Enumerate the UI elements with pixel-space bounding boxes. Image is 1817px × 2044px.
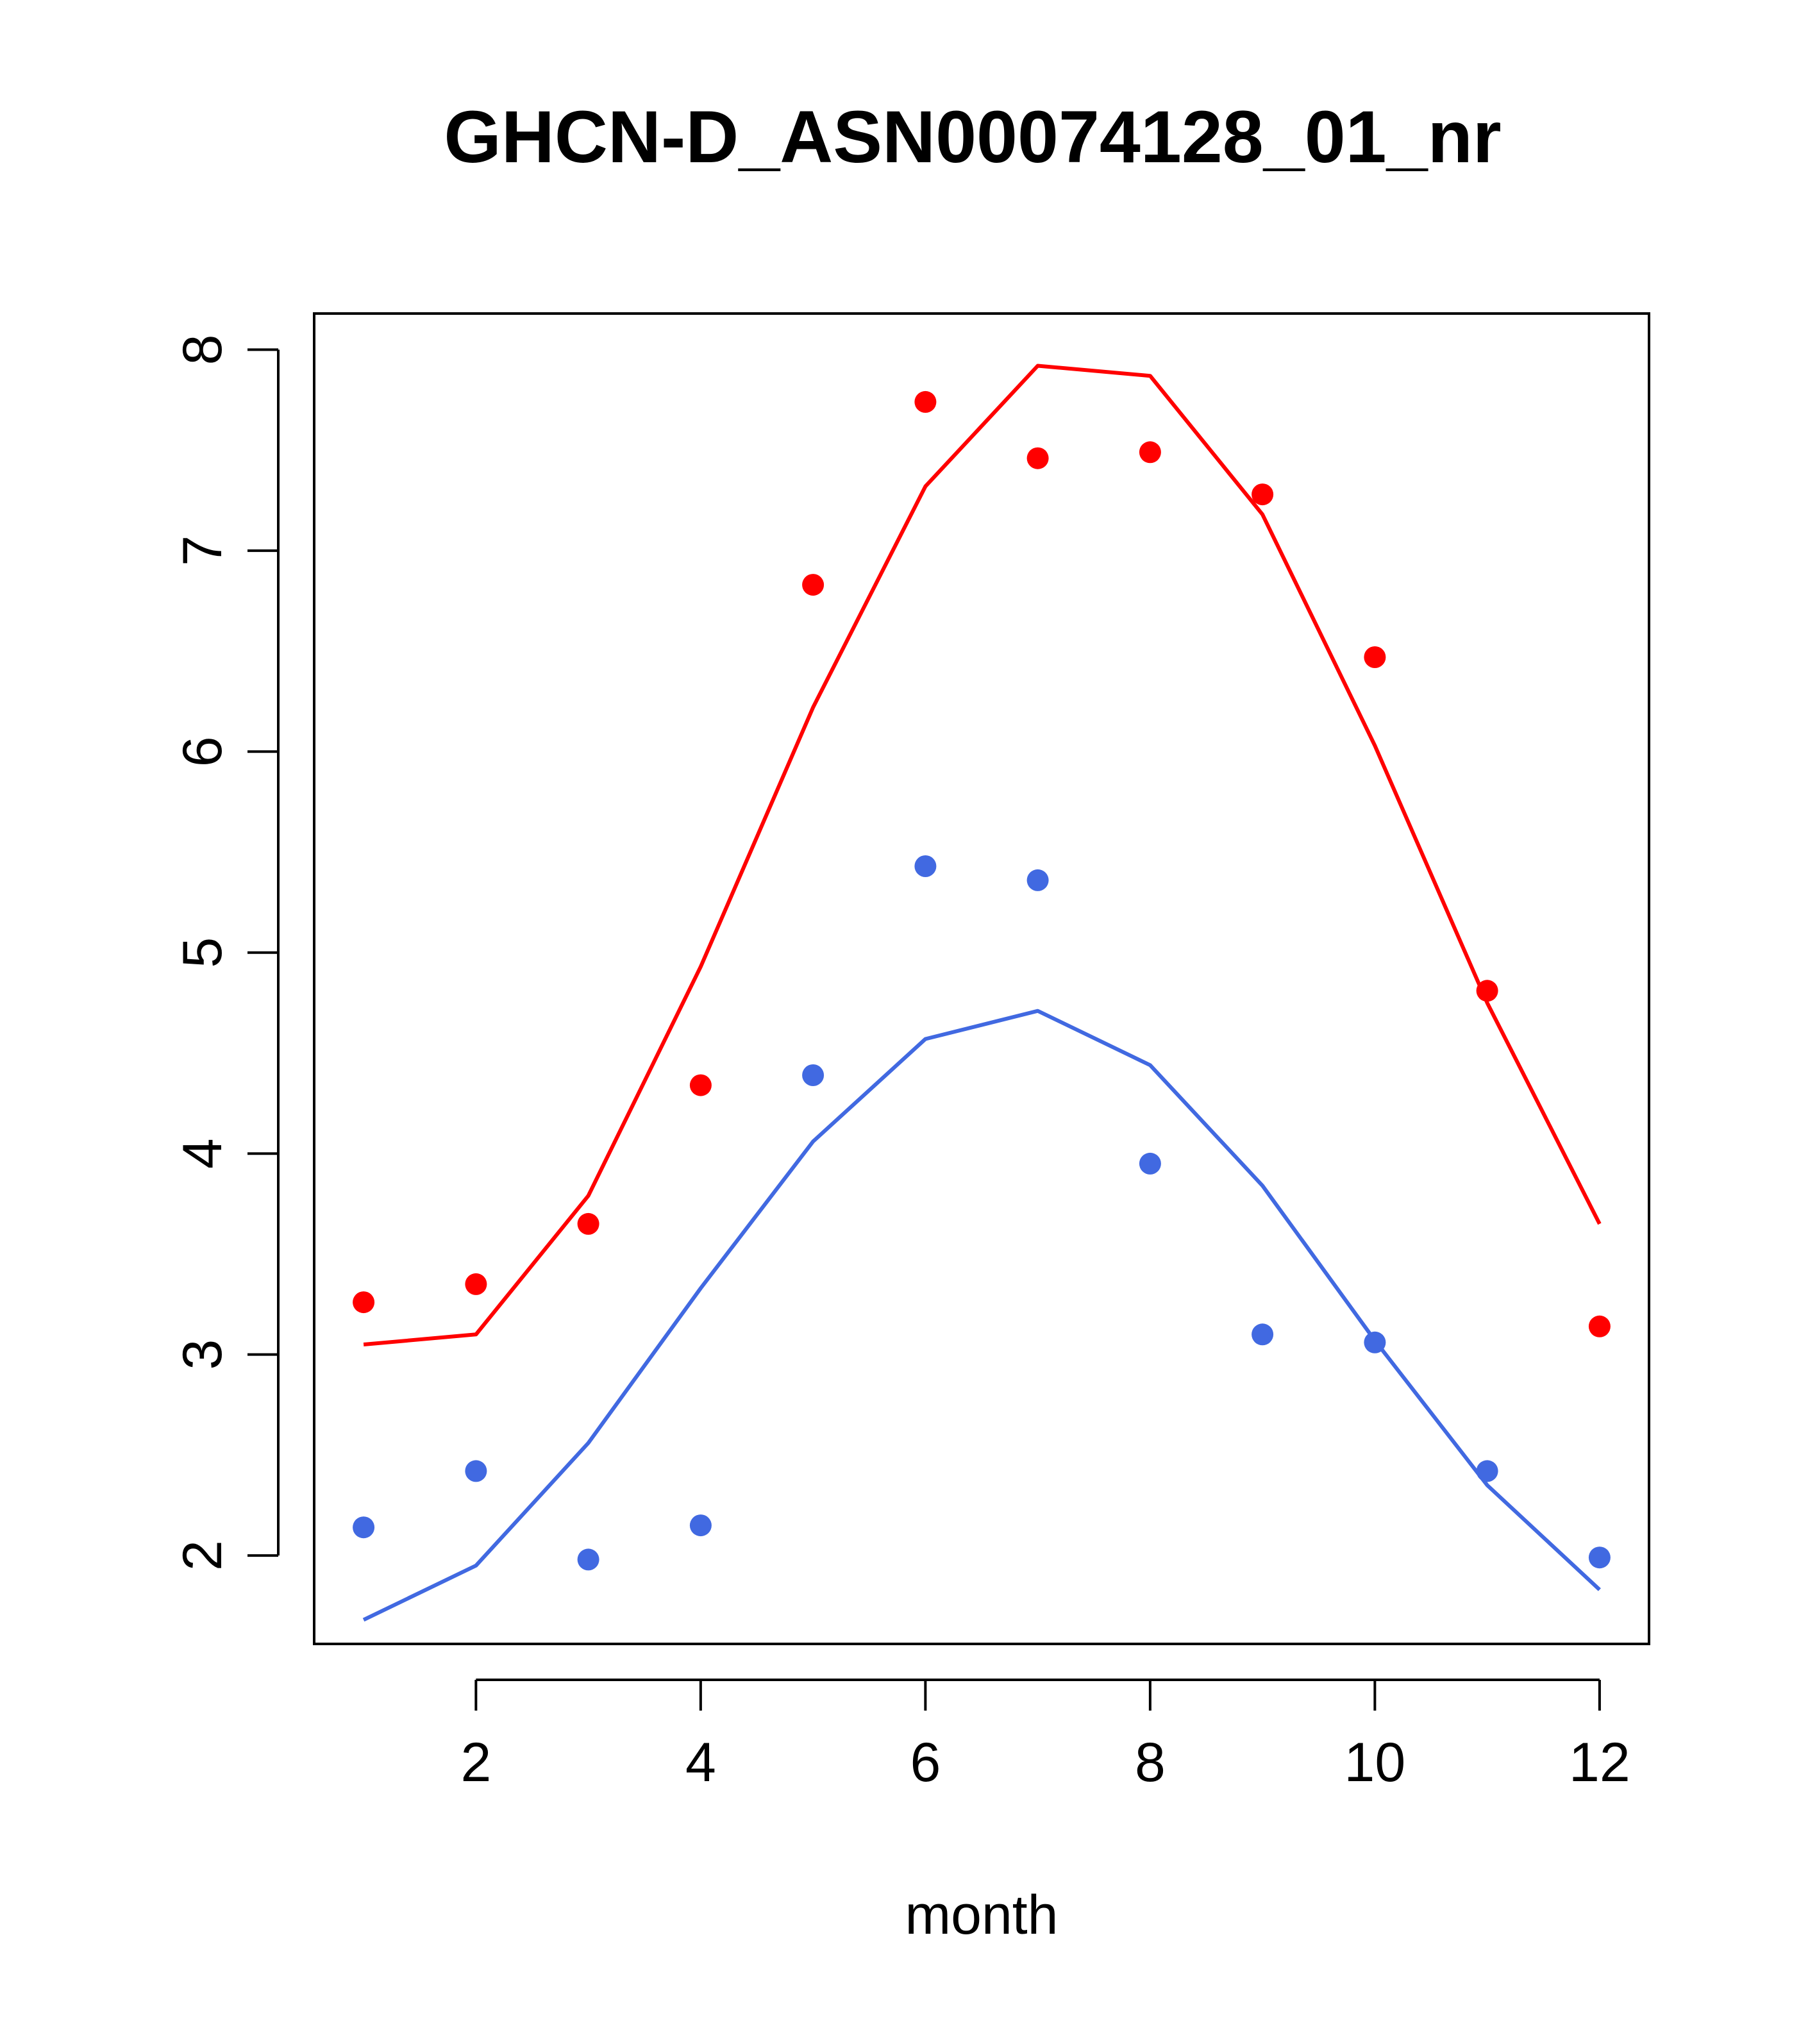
x-tick-label: 12 [1569, 1732, 1630, 1793]
series-0-point [689, 1074, 712, 1096]
y-tick-label: 7 [172, 535, 233, 566]
series-1-point [1139, 1152, 1161, 1175]
series-0-point [1139, 441, 1161, 464]
y-tick-label: 3 [172, 1339, 233, 1370]
series-1-point [1476, 1460, 1498, 1482]
series-0-point [1588, 1315, 1611, 1337]
series-1-point [802, 1064, 825, 1086]
series-0-point [1252, 483, 1274, 506]
series-layer [353, 364, 1611, 1622]
chart-title: GHCN-D_ASN00074128_01_nr [444, 96, 1501, 178]
series-1-point [914, 855, 937, 877]
series-1-point [1364, 1331, 1386, 1353]
series-0-point [353, 1291, 375, 1314]
y-tick-label: 5 [172, 937, 233, 968]
x-tick-label: 4 [685, 1732, 716, 1793]
series-1-point [577, 1548, 599, 1571]
y-axis: 2 3 4 5 6 7 8 [172, 334, 280, 1571]
series-0-point [465, 1273, 487, 1295]
series-1-point [353, 1516, 375, 1539]
series-0-line [363, 364, 1602, 1346]
y-tick-label: 4 [172, 1138, 233, 1169]
series-0-point [1476, 980, 1498, 1002]
x-tick-label: 2 [460, 1732, 491, 1793]
series-0-point [577, 1212, 599, 1235]
series-0-point [802, 574, 825, 596]
y-tick-label: 2 [172, 1540, 233, 1571]
plot-frame [313, 312, 1650, 1645]
series-0-point [1026, 447, 1049, 469]
x-tick-label: 10 [1344, 1732, 1406, 1793]
series-1-line [362, 1009, 1601, 1622]
series-1-point [1252, 1323, 1274, 1346]
y-tick-label: 6 [172, 736, 233, 767]
series-1-point [465, 1460, 487, 1482]
series-0-point [1364, 646, 1386, 668]
series-1-point [1588, 1546, 1611, 1569]
y-tick-label: 8 [172, 334, 233, 365]
series-0-point [914, 390, 937, 413]
x-axis: 2 4 6 8 10 12 [460, 1679, 1630, 1793]
x-tick-label: 6 [910, 1732, 941, 1793]
series-1-point [1026, 869, 1049, 891]
x-tick-label: 8 [1135, 1732, 1166, 1793]
series-1-point [689, 1514, 712, 1537]
x-axis-title: month [905, 1884, 1058, 1946]
